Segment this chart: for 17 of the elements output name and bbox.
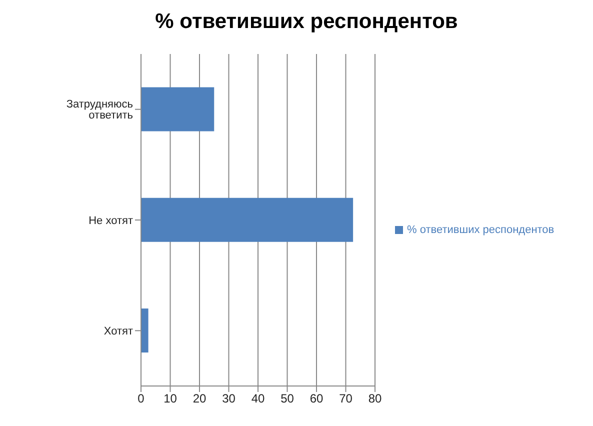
x-tick-label: 80 <box>368 392 382 406</box>
y-tick-label: Хотят <box>104 326 133 338</box>
bar <box>141 308 148 353</box>
x-tick-label: 30 <box>222 392 236 406</box>
bar <box>141 87 214 132</box>
x-tick-label: 40 <box>251 392 265 406</box>
y-tick-label: Не хотят <box>88 214 133 227</box>
x-tick-label: 50 <box>280 392 294 406</box>
x-tick-label: 0 <box>138 392 145 406</box>
x-tick-label: 10 <box>164 392 178 406</box>
y-tick-label: Затрудняюсь ответить <box>66 98 134 122</box>
bar <box>141 198 354 242</box>
x-tick-label: 60 <box>310 392 324 406</box>
legend-label: % ответивших респондентов <box>407 224 554 236</box>
x-tick-label: 20 <box>192 392 206 406</box>
x-tick-label: 70 <box>339 392 353 406</box>
chart-title: % ответивших респондентов <box>154 10 459 35</box>
